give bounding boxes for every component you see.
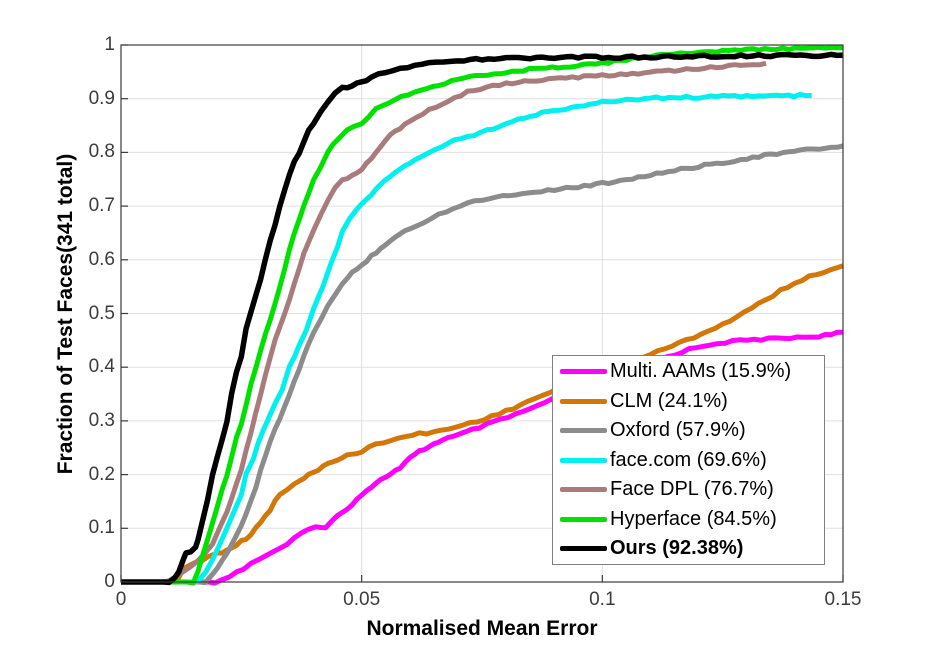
x-tick-label-2: 0.1 <box>589 589 616 610</box>
legend-swatch-ours <box>560 546 607 551</box>
legend-label-face-dpl: Face DPL (76.7%) <box>610 478 774 500</box>
y-tick-label-5: 0.5 <box>88 302 115 324</box>
y-tick-label-8: 0.8 <box>88 141 115 163</box>
curve-hyperface <box>121 44 844 586</box>
y-tick-label-10: 1 <box>104 34 115 55</box>
legend-item-ours: Ours (92.38%) <box>553 534 824 564</box>
curve-multi-aams <box>121 329 843 586</box>
legend-item-clm: CLM (24.1%) <box>553 386 824 416</box>
y-tick-label-2: 0.2 <box>88 463 115 485</box>
x-axis-label: Normalised Mean Error <box>366 617 598 640</box>
curve-oxford <box>121 143 844 586</box>
legend-label-hyperface: Hyperface (84.5%) <box>610 507 777 530</box>
legend-swatch-hyperface <box>560 516 607 522</box>
tick-marks <box>120 44 844 583</box>
legend: Multi. AAMs (15.9%) CLM (24.1%) Oxford (57… <box>552 355 825 565</box>
legend-swatch-oxford <box>560 428 607 433</box>
curve-face-dpl <box>121 60 767 585</box>
x-tick-label-1: 0.05 <box>343 589 381 610</box>
legend-swatch-face-com <box>560 457 607 463</box>
curve-ours <box>121 51 844 586</box>
legend-swatch-multi-aams <box>560 369 607 374</box>
legend-swatch-face-dpl <box>560 487 607 492</box>
legend-item-face-com: face.com (69.6%) <box>553 445 824 475</box>
legend-item-oxford: Oxford (57.9%) <box>553 416 824 446</box>
x-tick-label-3: 0.15 <box>824 589 862 610</box>
y-axis-label: Fraction of Test Faces(341 total) <box>54 153 77 475</box>
y-tick-label-7: 0.7 <box>88 195 115 217</box>
legend-swatch-clm <box>560 398 607 404</box>
y-tick-label-1: 0.1 <box>88 517 115 539</box>
y-tick-label-3: 0.3 <box>88 409 115 431</box>
y-tick-label-0: 0 <box>104 571 115 592</box>
legend-label-face-com: face.com (69.6%) <box>610 448 767 471</box>
curve-face-com <box>121 91 812 585</box>
y-tick-label-6: 0.6 <box>88 248 115 270</box>
y-tick-label-9: 0.9 <box>88 87 115 109</box>
legend-label-oxford: Oxford (57.9%) <box>610 419 746 441</box>
legend-item-multi-aams: Multi. AAMs (15.9%) <box>553 357 824 387</box>
legend-item-face-dpl: Face DPL (76.7%) <box>553 475 824 505</box>
y-tick-label-4: 0.4 <box>88 356 115 378</box>
legend-label-clm: CLM (24.1%) <box>610 389 728 412</box>
x-tick-label-0: 0 <box>115 589 127 610</box>
legend-label-multi-aams: Multi. AAMs (15.9%) <box>610 360 792 382</box>
curves <box>121 44 844 586</box>
legend-label-ours: Ours (92.38%) <box>610 537 744 559</box>
legend-item-hyperface: Hyperface (84.5%) <box>553 504 824 534</box>
